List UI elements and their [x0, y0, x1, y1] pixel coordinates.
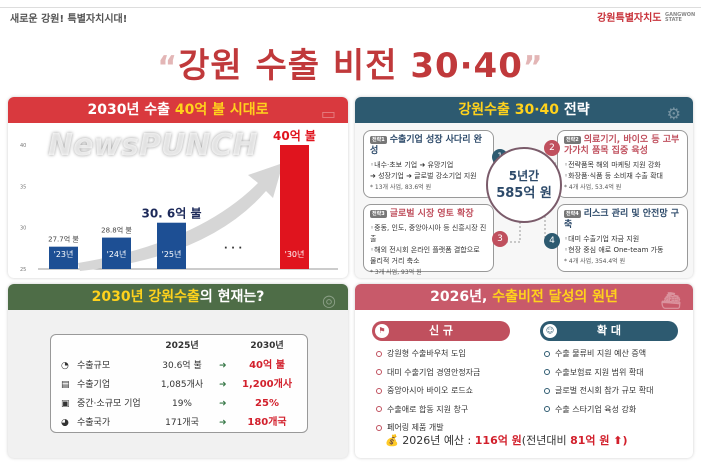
status-row: ◔ 수출규모 30.6억 불 ➜ 40억 불	[51, 357, 307, 375]
value-2030: 1,200개사	[241, 379, 293, 390]
bar	[280, 145, 309, 269]
strategy-number-badge: 3	[492, 231, 508, 247]
value-2030: 40억 불	[249, 360, 285, 371]
bar-category-label: '30년	[285, 249, 305, 259]
strategy-card-4: 전략4 리스크 관리 및 안전망 구축 ◦대미 수출기업 자금 지원 ◦현장 중심 …	[557, 204, 688, 272]
new-item: 중앙아시아 바이오 로드쇼	[376, 385, 473, 396]
bar-value-label: 28.8억 불	[101, 226, 132, 235]
new-item: 수출애로 합동 지원 창구	[376, 404, 468, 415]
panel-header: 2026년, 수출비전 달성의 원년 ⛴	[355, 284, 693, 310]
bar-category-label: '25년	[162, 249, 182, 259]
panel-header: 2030년 수출 40억 불 시대로 ▭	[8, 97, 348, 123]
bar-value-label: 40억 불	[273, 129, 316, 143]
total-budget-circle: 5년간 585억 원	[486, 147, 562, 223]
strategy-line: ◦내수·초보 기업 ➜ 유망기업	[370, 161, 454, 169]
globe-icon: ◎	[322, 291, 336, 310]
col-header-2030: 2030년	[250, 341, 284, 351]
row-label: 중간·소규모 기업	[77, 399, 141, 409]
building-icon: ▤	[61, 380, 70, 390]
gear-icon: ⚙	[666, 104, 681, 123]
page-title: “강원 수출 비전 30·40”	[157, 46, 544, 86]
y-tick-label: 30	[20, 226, 26, 232]
value-2025: 19%	[171, 399, 192, 409]
bar-category-label: '24년	[107, 249, 127, 259]
row-label: 수출규모	[77, 361, 111, 371]
money-bag-icon: 💰	[385, 434, 399, 447]
value-2025: 171개국	[165, 418, 199, 428]
arrow-icon: ➜	[219, 399, 227, 409]
status-row: ▤ 수출기업 1,085개사 ➜ 1,200개사	[51, 376, 307, 394]
strategy-line: ◦대미 수출기업 자금 지원	[564, 235, 640, 243]
money-icon: ▭	[320, 104, 336, 123]
export-bar-chart: 25 30 35 40 '23년 27.7억 불 '24년 28.8억 불 '25년 30. 6억…	[20, 129, 338, 273]
pie-chart-icon: ◔	[61, 361, 69, 371]
value-2030: 25%	[255, 398, 279, 409]
y-tick-label: 25	[20, 267, 26, 273]
expand-pill: ☺ 확 대	[540, 321, 678, 341]
col-header-2025: 2025년	[165, 341, 199, 351]
strategy-budget: * 13개 사업, 83.6억 원	[370, 184, 432, 191]
strategy-card-1: 전략1 수출기업 성장 사다리 완성 ◦내수·초보 기업 ➜ 유망기업 ➜ 성장기업…	[363, 130, 494, 198]
expand-item: 수출 물류비 지원 예산 증액	[544, 348, 646, 359]
arrow-icon: ➜	[219, 418, 227, 428]
y-tick-label: 35	[20, 184, 26, 190]
row-label: 수출국가	[77, 418, 111, 428]
people-icon: ☺	[543, 324, 557, 338]
y-tick-label: 40	[20, 143, 26, 149]
bar	[49, 246, 78, 269]
strategy-line: ◦중동, 인도, 중앙아시아 등 신흥시장 진출	[370, 224, 487, 243]
expand-item: 수출 스타기업 육성 강화	[544, 404, 636, 415]
arrow-icon: ➜	[219, 380, 227, 390]
status-row: ▣ 중간·소규모 기업 19% ➜ 25%	[51, 395, 307, 413]
bar	[102, 237, 131, 269]
new-item: 대미 수출기업 경영안정자금	[376, 367, 480, 378]
new-item: 강원형 수출바우처 도입	[376, 348, 466, 359]
bar-category-label: '23년	[54, 249, 74, 259]
strategy-line: ◦현장 중심 애로 One-team 가동	[564, 246, 664, 254]
expand-item: 수출보험료 지원 범위 확대	[544, 367, 644, 378]
strategy-line: ◦화장품·식품 등 소비재 수출 확대	[564, 172, 663, 180]
strategy-line: ◦해외 전시회 온라인 플랫폼 결합으로 물리적 거리 축소	[370, 246, 480, 265]
new-item: 페어링 제품 개발	[376, 422, 444, 433]
strategy-line: ◦전략품목 해외 마케팅 지원 강화	[564, 161, 661, 169]
export-goal-panel: 2030년 수출 40억 불 시대로 ▭ 25 30 35 40 '23년 27.7억 불 '…	[8, 97, 348, 278]
expand-item: 글로벌 전시회 참가 규모 확대	[544, 385, 654, 396]
row-label: 수출기업	[77, 380, 111, 390]
flag-icon: ⚑	[375, 324, 389, 338]
slogan: 새로운 강원! 특별자치시대!	[10, 14, 128, 25]
strategy-budget: * 4개 사업, 53.4억 원	[564, 184, 622, 191]
value-2030: 180개국	[247, 417, 287, 428]
ship-icon: ⛴	[660, 291, 681, 310]
panel-header: 강원수출 30·40 전략 ⚙	[355, 97, 693, 123]
bar	[157, 222, 186, 269]
gap-marker: · · ·	[224, 243, 242, 254]
top-divider	[0, 7, 701, 8]
bar-value-label: 30. 6억 불	[141, 207, 201, 221]
gangwon-logo: 강원특별자치도 GANGWON STATE	[597, 12, 696, 25]
bar-value-label: 27.7억 불	[48, 235, 79, 244]
strategy-card-3: 전략3 글로벌 시장 영토 확장 ◦중동, 인도, 중앙아시아 등 신흥시장 진출…	[363, 204, 494, 276]
new-pill: ⚑ 신 규	[372, 321, 510, 341]
watermark: NewsPUNCH	[48, 128, 258, 163]
strategy-line: ➜ 성장기업 ➜ 글로벌 강소기업 지원	[370, 172, 477, 180]
strategy-budget: * 4개 사업, 354.4억 원	[564, 258, 626, 265]
strategy-number-badge: 2	[544, 140, 560, 156]
value-2025: 1,085개사	[160, 380, 204, 390]
status-row: ◕ 수출국가 171개국 ➜ 180개국	[51, 414, 307, 432]
strategy-budget: * 3개 사업, 93억 원	[370, 269, 422, 276]
strategy-number-badge: 4	[544, 233, 560, 249]
budget-line: 💰 2026년 예산 : 116억 원(전년대비 81억 원 ⬆)	[385, 434, 628, 447]
status-table: 2025년 2030년 ◔ 수출규모 30.6억 불 ➜ 40억 불 ▤ 수출기업…	[50, 334, 308, 433]
globe-icon: ◕	[61, 418, 69, 428]
strategy-card-2: 전략2 의료기기, 바이오 등 고부가가치 품목 집중 육성 ◦전략품목 해외 마…	[557, 130, 688, 198]
value-2025: 30.6억 불	[162, 361, 202, 371]
factory-icon: ▣	[61, 399, 70, 409]
arrow-icon: ➜	[219, 361, 227, 371]
panel-header: 2030년 강원수출의 현재는? ◎	[8, 284, 348, 310]
growth-arrow	[78, 163, 283, 271]
